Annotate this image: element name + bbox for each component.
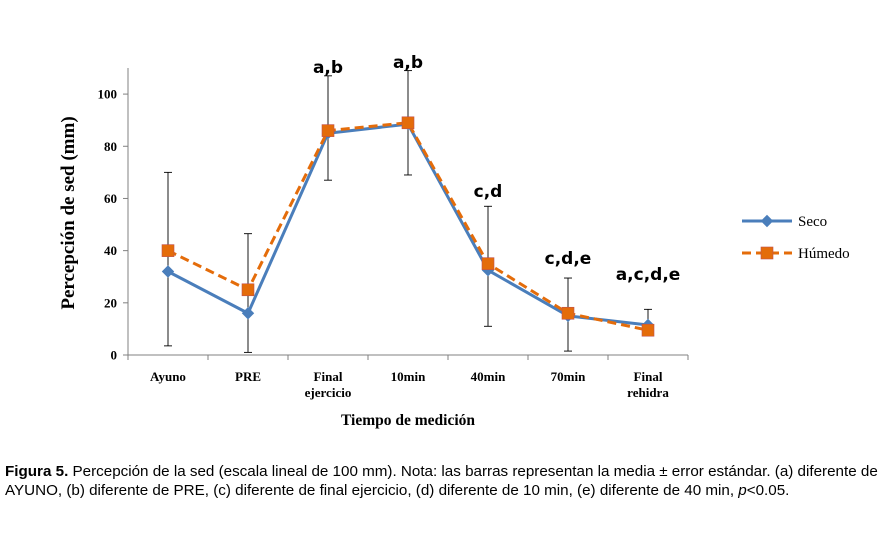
x-tick-label: 70min <box>551 369 586 384</box>
data-point <box>241 283 255 297</box>
data-point <box>561 306 575 320</box>
y-tick-label: 100 <box>98 87 118 102</box>
y-tick-label: 0 <box>111 348 118 363</box>
x-tick-label-line: 70min <box>551 369 586 384</box>
y-axis-title: Percepción de sed (mm) <box>58 116 79 309</box>
significance-annotations: a,b a,b c,d c,d,e a,c,d,e <box>313 53 680 285</box>
caption-text: Percepción de la sed (escala lineal de 1… <box>5 463 878 499</box>
data-point <box>760 246 774 260</box>
significance-label: a,b <box>393 53 423 73</box>
y-tick-label: 20 <box>104 295 117 310</box>
y-tick-label: 60 <box>104 191 117 206</box>
data-point <box>401 116 415 130</box>
x-tick-label-line: 40min <box>471 369 506 384</box>
axes <box>127 68 688 356</box>
caption-label: Figura 5. <box>5 463 69 480</box>
x-tick-label-line: PRE <box>235 369 261 384</box>
significance-label: a,c,d,e <box>616 265 681 285</box>
data-point <box>161 244 175 257</box>
data-point <box>760 214 774 228</box>
significance-label: a,b <box>313 58 343 78</box>
data-point <box>321 124 335 137</box>
x-tick-label-line: ejercicio <box>305 385 352 400</box>
y-ticks: 0 20 40 60 80 100 <box>98 87 128 363</box>
legend: Seco Húmedo <box>742 214 850 262</box>
y-tick-label: 40 <box>104 243 117 258</box>
data-point <box>481 257 495 270</box>
x-tick-label: Ayuno <box>150 369 186 384</box>
x-tick-label-line: rehidra <box>627 385 669 400</box>
figure-caption: Figura 5. Percepción de la sed (escala l… <box>5 462 889 500</box>
x-tick-label-line: Final <box>314 369 343 384</box>
series-markers <box>161 116 655 337</box>
x-tick-label: Final rehidra <box>627 369 669 400</box>
data-point <box>241 307 255 320</box>
x-tick-label-line: Final <box>634 369 663 384</box>
x-tick-label-line: 10min <box>391 369 426 384</box>
caption-p-value: <0.05. <box>746 482 790 499</box>
x-tick-label: PRE <box>235 369 261 384</box>
error-bars <box>164 70 652 353</box>
data-point <box>641 323 655 337</box>
x-tick-label: 10min <box>391 369 426 384</box>
x-tick-label: Final ejercicio <box>305 369 352 400</box>
legend-label: Seco <box>798 214 827 230</box>
y-tick-label: 80 <box>104 139 117 154</box>
x-tick-label-line: Ayuno <box>150 369 186 384</box>
data-point <box>161 265 175 278</box>
caption-p-symbol: p <box>738 482 747 499</box>
significance-label: c,d <box>474 182 503 202</box>
x-tick-label: 40min <box>471 369 506 384</box>
legend-label: Húmedo <box>798 246 850 262</box>
significance-label: c,d,e <box>545 249 592 269</box>
x-axis-title: Tiempo de medición <box>341 412 475 429</box>
